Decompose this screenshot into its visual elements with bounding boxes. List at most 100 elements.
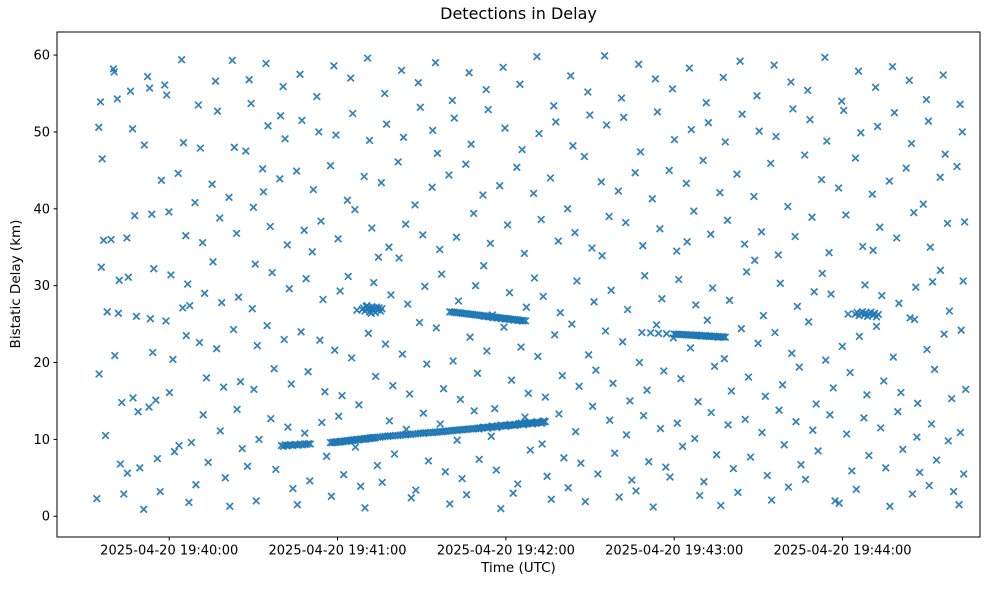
detection-marker [515,80,524,89]
detection-marker [110,351,119,360]
chart-title: Detections in Delay [440,4,597,23]
detection-marker [232,229,241,238]
detection-marker [191,198,199,207]
detection-marker [757,227,766,236]
detection-marker [113,94,122,103]
detection-marker [360,172,369,181]
detection-marker [846,368,855,377]
detection-marker [776,279,785,288]
detection-marker [598,251,607,260]
detection-marker [283,441,291,450]
detection-marker [448,96,457,105]
detection-marker [149,264,158,273]
series-noise-detections [92,51,970,514]
detection-marker [123,469,132,478]
detection-marker [584,350,593,359]
detection-marker [922,95,931,104]
detection-marker [183,280,192,289]
detection-marker [821,356,830,365]
detection-marker [452,233,461,242]
detection-marker [911,283,920,292]
x-tick-label: 2025-04-20 19:41:00 [269,544,407,559]
detection-marker [351,443,360,452]
detection-marker [600,51,609,60]
detection-marker [482,347,491,355]
detection-marker [640,271,649,280]
detection-marker [898,445,907,454]
detection-marker [356,482,365,491]
detection-marker [575,382,584,391]
detection-marker [526,446,535,455]
y-tick-label: 30 [33,279,50,294]
detection-marker [623,305,632,314]
detection-marker [876,423,885,432]
detection-marker [733,488,742,497]
detection-marker [322,452,331,461]
detection-marker [637,328,646,337]
detection-marker [312,92,321,101]
detection-marker [706,230,715,239]
detection-marker [262,59,270,68]
detection-marker [135,463,144,472]
detection-marker [385,416,394,425]
detection-marker [344,272,353,281]
detection-marker [212,344,221,353]
detection-marker [529,189,538,198]
detection-marker [556,308,565,317]
detection-marker [117,398,126,407]
detection-marker [665,166,674,175]
detection-marker [567,320,576,329]
detection-marker [673,419,682,428]
detection-marker [147,210,156,219]
detection-marker [707,408,716,417]
detection-marker [875,223,884,232]
detection-marker [672,247,681,256]
detection-marker [305,476,314,485]
detection-marker [639,411,648,420]
detection-marker [428,183,437,192]
detection-marker [499,323,508,332]
detection-marker [740,240,749,249]
detection-marker [292,167,301,176]
detection-marker [580,152,589,161]
detection-marker [126,87,135,96]
detection-marker [181,231,190,240]
detection-marker [236,377,245,386]
detection-marker [678,442,687,451]
detection-marker [184,498,193,507]
detection-marker [588,244,596,252]
detection-marker [209,257,217,266]
detection-marker [609,379,617,388]
detection-marker [297,116,306,125]
detection-marker [753,91,761,100]
detection-marker [114,309,123,318]
detection-marker [263,321,272,330]
detection-marker [436,420,445,428]
detection-marker [784,483,793,491]
detection-marker [92,494,101,503]
detection-marker [157,176,166,185]
detection-marker [420,282,429,291]
detection-marker [148,348,157,357]
detection-marker [829,383,838,392]
detection-marker [419,409,428,418]
detection-marker [373,461,382,470]
detection-marker [961,385,970,394]
y-tick-label: 50 [33,125,50,140]
detection-marker [327,492,336,501]
detection-marker [99,236,108,245]
detection-marker [461,160,470,169]
detection-marker [202,373,211,382]
series-track-26km-descending [445,307,530,325]
detection-marker [467,140,476,149]
detection-marker [221,473,230,482]
detection-marker [648,194,657,203]
detection-marker [213,107,222,116]
detection-marker [354,400,363,409]
detection-marker [281,134,290,143]
detection-marker [450,114,459,123]
x-tick-label: 2025-04-20 19:40:00 [100,544,238,559]
detection-marker [960,217,969,226]
detection-marker [501,124,509,133]
detection-marker [581,497,590,506]
